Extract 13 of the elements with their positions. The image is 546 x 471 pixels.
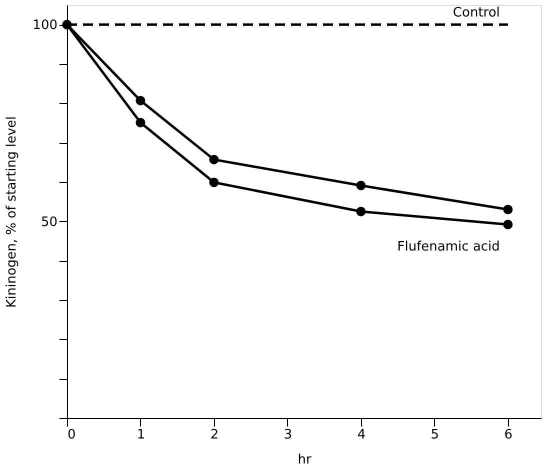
x-axis-title: hr (298, 452, 312, 468)
y-tick-label: 50 (40, 214, 58, 230)
x-tick-label: 1 (136, 428, 146, 442)
y-tick-label: 100 (32, 18, 58, 34)
series-label: Control (452, 6, 500, 21)
x-tick-label: 2 (210, 428, 219, 442)
x-tick-label: 4 (357, 428, 366, 442)
x-tick-label: 0 (68, 428, 76, 442)
x-tick-label: 5 (430, 428, 440, 442)
x-tick-label: 6 (504, 428, 513, 442)
x-tick-label: 3 (284, 428, 292, 442)
y-axis-title: Kininogen, % of starting level (4, 116, 20, 308)
series-label: Flufenamic acid (397, 239, 500, 254)
